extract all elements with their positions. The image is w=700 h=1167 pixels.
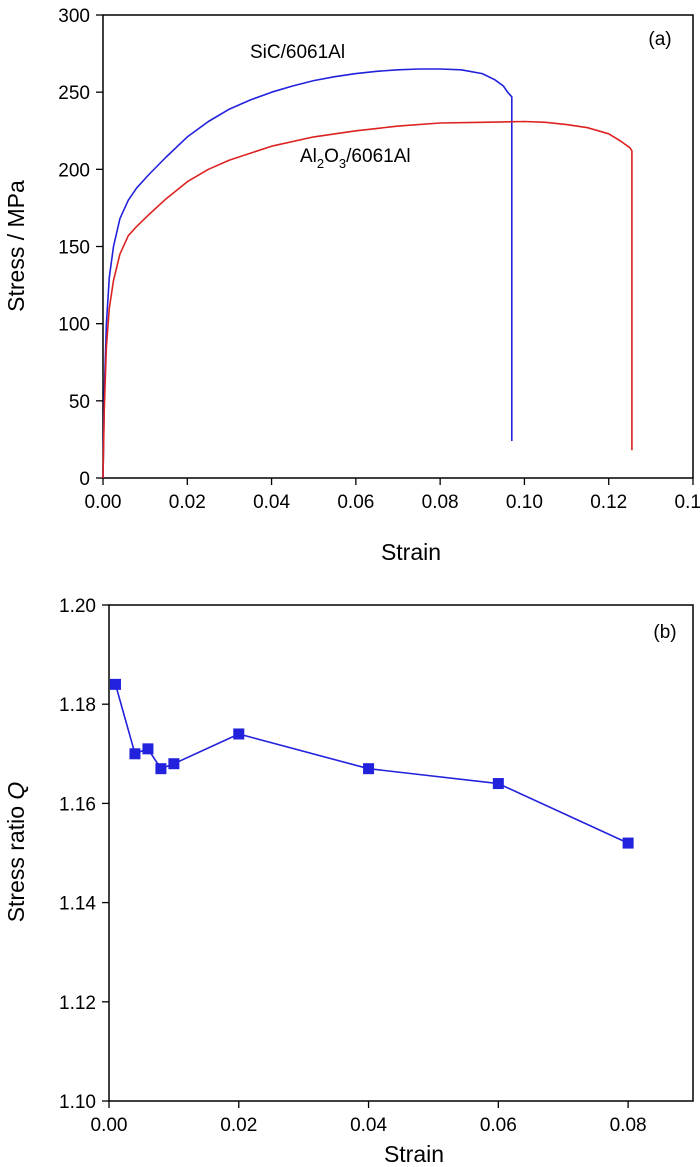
- y-tick-label: 1.18: [59, 695, 96, 716]
- x-axis-ticks: 0.00 0.02 0.04 0.06 0.08: [91, 1101, 647, 1136]
- series-lines: [102, 68, 633, 479]
- y-axis-ticks: 0 50 100 150 200 250 300: [58, 6, 103, 490]
- y-axis-label-variable: Q: [3, 782, 29, 800]
- data-point-marker: [142, 743, 154, 755]
- data-point-marker: [492, 778, 504, 790]
- x-tick-label: 0.02: [220, 1115, 257, 1136]
- y-axis-ticks: 1.10 1.12 1.14 1.16 1.18 1.20: [59, 596, 109, 1113]
- x-tick-label: 0.04: [350, 1115, 387, 1136]
- y-tick-label: 50: [69, 392, 90, 413]
- x-tick-label: 0.02: [169, 492, 206, 513]
- x-axis-ticks: 0.00 0.02 0.04 0.06 0.08 0.10 0.12 0.14: [85, 478, 700, 513]
- y-tick-label: 1.12: [59, 993, 96, 1014]
- data-point-marker: [233, 728, 245, 740]
- x-tick-label: 0.04: [253, 492, 290, 513]
- data-point-marker: [129, 748, 141, 760]
- stress-ratio-chart: 0.00 0.02 0.04 0.06 0.08 1.101.121.141.161.1…: [3, 596, 694, 1167]
- x-axis-label: Strain: [381, 539, 441, 565]
- series-label-al2o3: Al2O3/6061Al: [300, 146, 411, 171]
- series-lines: [109, 678, 634, 849]
- y-axis-label: Stress ratio Q: [3, 782, 29, 923]
- data-point-marker: [363, 763, 375, 775]
- stress-strain-chart: 0.00 0.02 0.04 0.06 0.08 0.10 0.12 0.14 0 50 100 1…: [3, 6, 700, 565]
- series-line-sic-6061al: [102, 68, 513, 479]
- x-tick-label: 0.08: [422, 492, 459, 513]
- series-label-sic: SiC/6061Al: [250, 42, 345, 63]
- x-tick-label: 0.00: [91, 1115, 128, 1136]
- y-axis-label: Stress / MPa: [3, 180, 29, 312]
- label-subscript-2: 2: [317, 156, 324, 171]
- plot-frame: [102, 14, 694, 479]
- plot-frame: [108, 604, 694, 1102]
- y-tick-label: 250: [58, 83, 90, 104]
- label-part-o: O: [324, 146, 339, 167]
- label-part-matrix: /6061Al: [346, 146, 410, 167]
- series-line-al2o3-6061al: [102, 120, 633, 479]
- label-subscript-3: 3: [339, 156, 346, 171]
- x-axis-label: Strain: [384, 1141, 444, 1167]
- panel-label: (b): [653, 622, 676, 643]
- panel-label: (a): [648, 29, 671, 50]
- y-axis-label-text: Stress ratio: [3, 800, 29, 923]
- x-tick-label: 0.14: [675, 492, 700, 513]
- data-point-marker: [622, 837, 634, 849]
- x-tick-label: 0.08: [610, 1115, 647, 1136]
- y-tick-label: 100: [58, 315, 90, 336]
- data-point-marker: [168, 758, 180, 770]
- y-tick-label: 1.20: [59, 596, 96, 617]
- y-tick-label: 1.10: [59, 1092, 96, 1113]
- label-part-al: Al: [300, 146, 317, 167]
- y-tick-label: 1.14: [59, 894, 96, 915]
- y-tick-label: 300: [58, 6, 90, 27]
- data-point-marker: [155, 763, 167, 775]
- x-tick-label: 0.10: [506, 492, 543, 513]
- data-point-marker: [109, 678, 121, 690]
- y-tick-label: 150: [58, 238, 90, 259]
- y-tick-label: 0: [79, 469, 90, 490]
- x-tick-label: 0.06: [480, 1115, 517, 1136]
- x-tick-label: 0.12: [590, 492, 627, 513]
- x-tick-label: 0.00: [85, 492, 122, 513]
- x-tick-label: 0.06: [337, 492, 374, 513]
- y-tick-label: 1.16: [59, 794, 96, 815]
- y-tick-label: 200: [58, 160, 90, 181]
